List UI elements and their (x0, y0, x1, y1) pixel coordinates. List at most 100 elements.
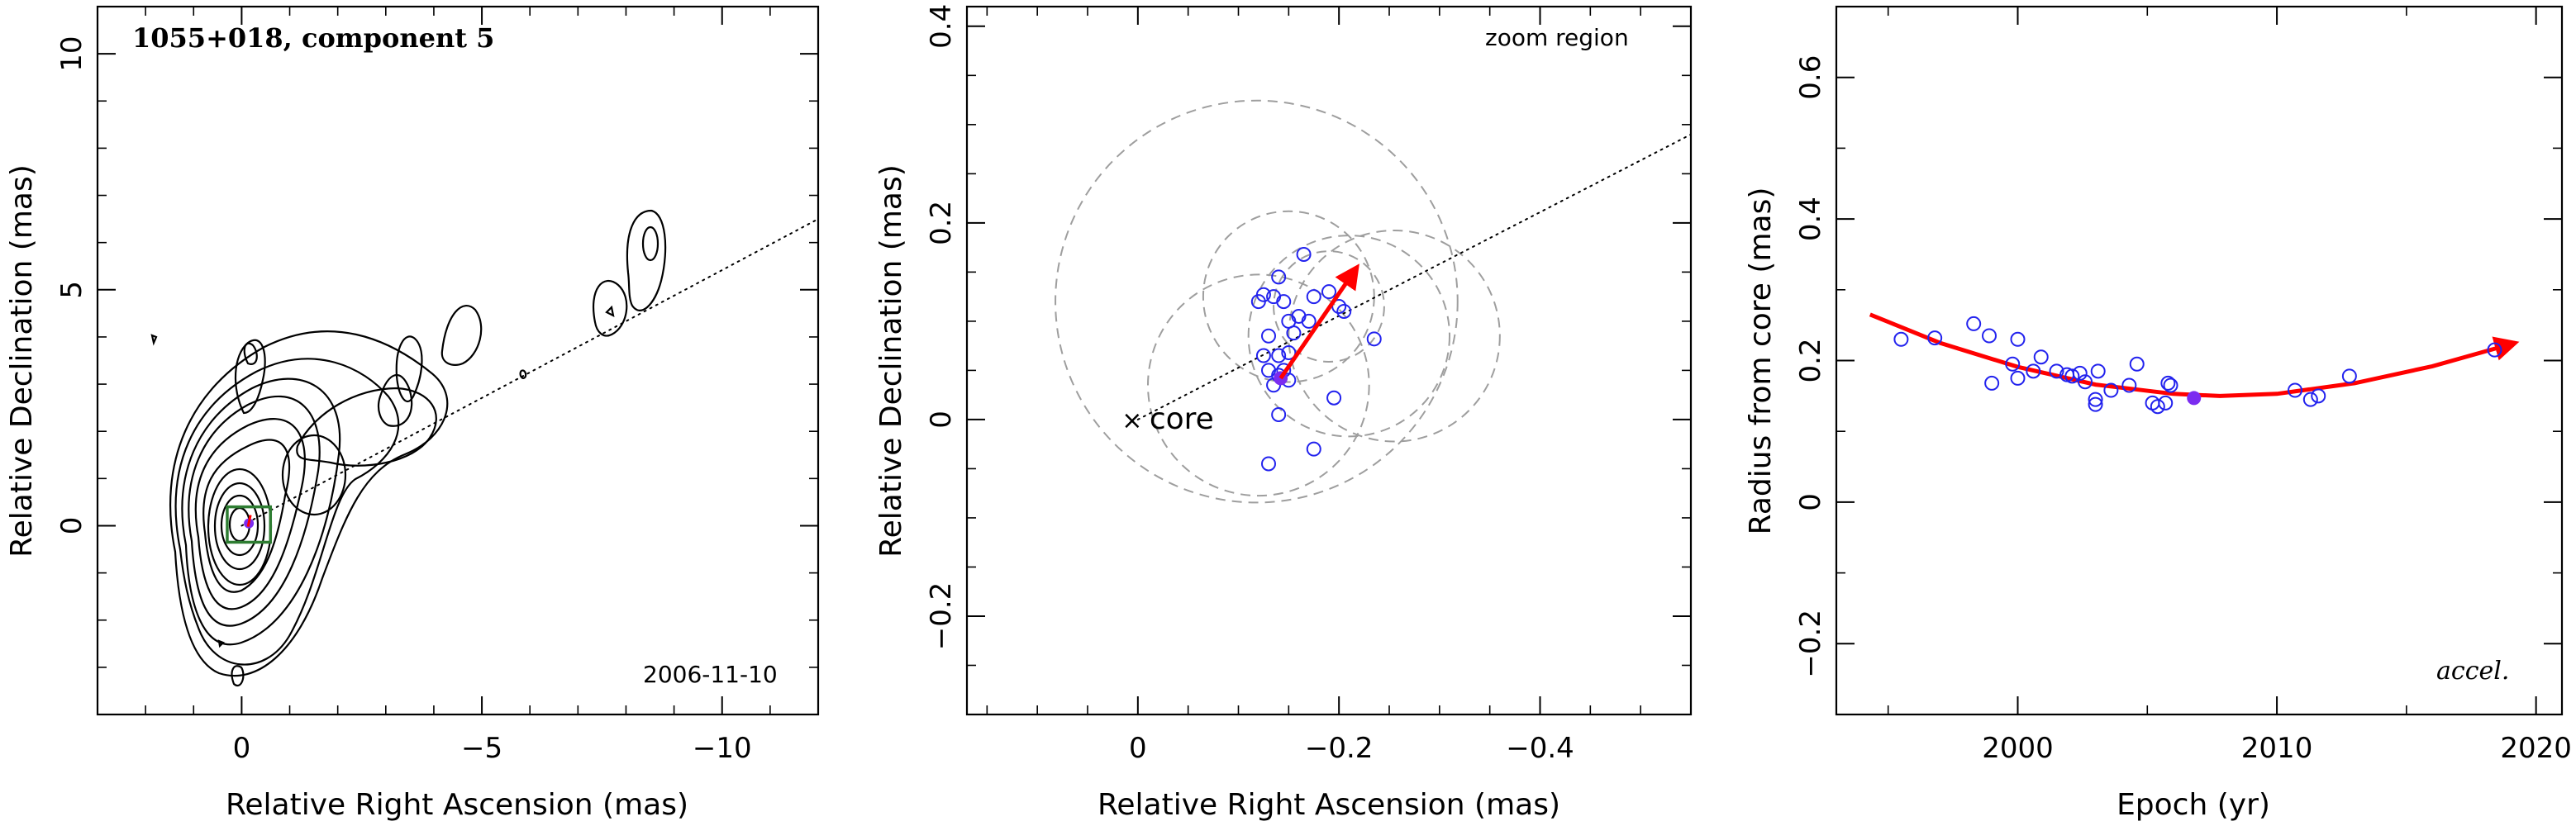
data-point (2487, 342, 2502, 358)
panel2-xlabel: Relative Right Ascension (mas) (1098, 788, 1560, 822)
data-point (2129, 356, 2145, 372)
x-tick-label: 2010 (2241, 732, 2313, 765)
x-tick-label: −10 (693, 732, 752, 765)
data-point (1281, 344, 1297, 360)
data-point (2049, 363, 2064, 379)
data-point (1255, 348, 1271, 363)
data-point (1366, 331, 1382, 347)
data-point (2088, 396, 2103, 412)
velocity-vector (246, 515, 252, 527)
x-tick-label: 2020 (2500, 732, 2572, 765)
velocity-vector (1278, 263, 1359, 380)
panel1-title: 1055+018, component 5 (132, 22, 494, 54)
data-point (1306, 441, 1321, 457)
data-point (1927, 330, 1943, 346)
uncertainty-circle (1273, 250, 1385, 363)
y-tick-label: −0.2 (1794, 610, 1827, 678)
data-point (2026, 363, 2041, 379)
data-point (1336, 303, 1352, 319)
panel-contour-map: 0 −5 −10 0 5 10 (55, 5, 820, 765)
uncertainty-circle (1055, 99, 1459, 504)
panel3-xlabel: Epoch (yr) (2117, 788, 2270, 822)
highlight-point (2187, 391, 2202, 406)
data-point (1321, 284, 1336, 300)
plot-frame (965, 5, 1693, 716)
y-tick-label: 0.4 (925, 4, 958, 49)
data-point (2160, 375, 2176, 391)
x-tick-label: 0 (233, 732, 251, 765)
data-point (2103, 382, 2119, 398)
data-point (1261, 456, 1276, 472)
data-point (2288, 382, 2303, 398)
y-tick-label: 0 (925, 411, 958, 429)
panel3-accel-label: accel. (2436, 657, 2509, 686)
data-point (2341, 368, 2357, 384)
x-tick-label: 2000 (1982, 732, 2054, 765)
data-point (2163, 377, 2178, 393)
uncertainty-circle (1202, 210, 1375, 383)
zoom-region-box (226, 505, 273, 544)
data-point (2311, 388, 2326, 404)
data-point (1271, 269, 1287, 285)
data-point (1271, 348, 1287, 363)
y-tick-label: −0.2 (925, 582, 958, 651)
data-point (1326, 390, 1342, 406)
x-tick-label: −5 (461, 732, 502, 765)
data-point (1984, 375, 2000, 391)
panel1-ylabel: Relative Declination (mas) (5, 164, 39, 558)
y-tick-label: 0 (55, 517, 88, 535)
uncertainty-circle (1247, 235, 1451, 438)
x-tick-label: −0.4 (1506, 732, 1574, 765)
data-point (2090, 363, 2106, 379)
data-point (2005, 356, 2021, 372)
data-point (1306, 289, 1321, 305)
data-point (2088, 392, 2103, 407)
y-tick-label: 10 (55, 36, 88, 72)
data-point (2033, 349, 2049, 365)
data-point (2302, 392, 2318, 407)
panel1-date-label: 2006-11-10 (643, 661, 778, 688)
x-tick-label: −0.2 (1305, 732, 1374, 765)
y-tick-label: 0.6 (1794, 55, 1827, 100)
data-point (1296, 246, 1312, 262)
x-tick-label: 0 (1129, 732, 1147, 765)
data-point (1286, 325, 1302, 341)
panel3-ylabel: Radius from core (mas) (1744, 188, 1778, 535)
uncertainty-circle (1288, 229, 1501, 443)
data-point (2150, 399, 2165, 415)
panel-zoom-region: × core 0 −0.2 −0.4 −0.2 0 0.2 0.4 (925, 4, 1693, 765)
panel2-zoom-label: zoom region (1485, 24, 1629, 51)
data-point (1276, 294, 1292, 310)
y-tick-label: 5 (55, 281, 88, 299)
data-point (2072, 365, 2088, 381)
data-point (1301, 313, 1317, 329)
data-point (2158, 395, 2174, 411)
y-tick-label: 0.4 (1794, 197, 1827, 241)
panel1-xlabel: Relative Right Ascension (mas) (226, 788, 688, 822)
data-point (2078, 374, 2093, 390)
plot-frame (96, 5, 820, 716)
y-tick-label: 0.2 (925, 201, 958, 245)
data-point (2064, 368, 2080, 384)
panel2-ylabel: Relative Declination (mas) (874, 164, 908, 558)
data-point (1261, 328, 1276, 344)
uncertainty-circle (1147, 273, 1370, 497)
contour-lines (150, 209, 667, 686)
data-point (2121, 377, 2137, 393)
data-point (1271, 406, 1287, 422)
data-point (1893, 331, 1909, 347)
panel-radius-vs-epoch: 2000 2010 2020 −0.2 0 0.2 0.4 0.6 (1794, 5, 2572, 765)
contour-plot-area (150, 209, 667, 686)
data-point (1255, 287, 1271, 302)
core-marker: × (1121, 406, 1142, 435)
fit-curve (1869, 312, 2520, 398)
data-point (1982, 328, 1997, 344)
trajectory-line (240, 218, 819, 527)
trajectory-line (1136, 133, 1692, 420)
core-label: core (1150, 402, 1214, 436)
y-tick-label: 0.2 (1794, 338, 1827, 382)
data-point (2010, 331, 2026, 347)
y-tick-label: 0 (1794, 493, 1827, 511)
data-point (1966, 316, 1982, 331)
